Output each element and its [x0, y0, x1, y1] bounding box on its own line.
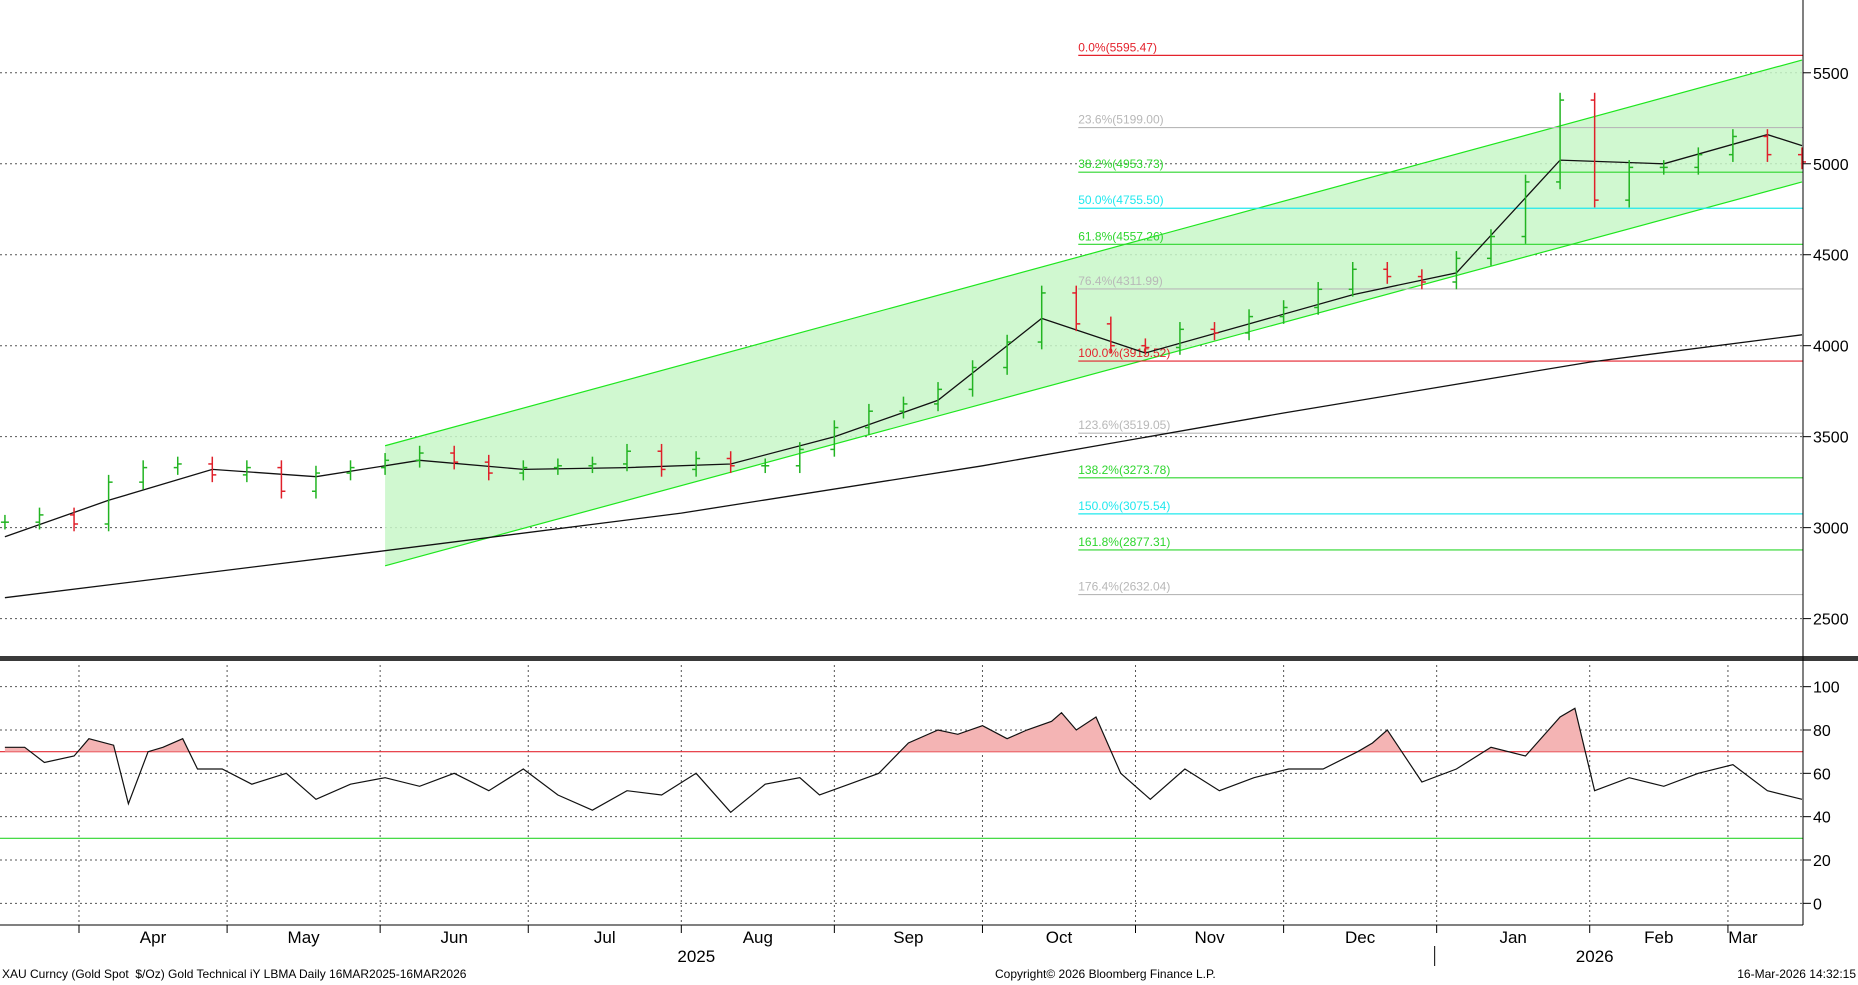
fib-level-label: 50.0%(4755.50)	[1078, 193, 1163, 207]
price-tick-label: 4500	[1813, 248, 1849, 265]
grid	[0, 72, 1803, 925]
trend-channel	[384, 59, 1803, 567]
rsi-tick-label: 60	[1813, 766, 1831, 783]
month-label: Feb	[1644, 928, 1673, 947]
price-tick-label: 4000	[1813, 339, 1849, 356]
price-tick-label: 3000	[1813, 521, 1849, 538]
fib-level-label: 23.6%(5199.00)	[1078, 113, 1163, 127]
price-tick-label: 5500	[1813, 66, 1849, 83]
month-label: Sep	[893, 928, 923, 947]
rsi-overbought-fill	[4, 708, 1586, 752]
fib-level-label: 100.0%(3915.52)	[1078, 346, 1170, 360]
month-label: Mar	[1728, 928, 1758, 947]
channel-lower-line	[384, 181, 1803, 567]
panel-divider	[0, 656, 1858, 661]
chart-background	[0, 656, 1858, 661]
price-bars	[0, 92, 1806, 532]
fib-level-label: 150.0%(3075.54)	[1078, 499, 1170, 513]
price-tick-label: 5000	[1813, 157, 1849, 174]
month-label: Nov	[1194, 928, 1225, 947]
channel-fill	[385, 60, 1802, 566]
month-label: Oct	[1046, 928, 1073, 947]
fib-level-label: 61.8%(4557.26)	[1078, 229, 1163, 243]
price-tick-label: 3500	[1813, 430, 1849, 447]
fib-level-label: 123.6%(3519.05)	[1078, 418, 1170, 432]
year-label: 2026	[1576, 947, 1614, 966]
month-label: Aug	[743, 928, 773, 947]
month-label: Jan	[1499, 928, 1526, 947]
fib-level-label: 138.2%(3273.78)	[1078, 463, 1170, 477]
footer-timestamp: 16-Mar-2026 14:32:15	[1737, 967, 1856, 981]
fib-level-label: 38.2%(4953.73)	[1078, 157, 1163, 171]
channel-upper-line	[384, 59, 1803, 447]
price-tick-label: 2500	[1813, 612, 1849, 629]
month-label: Jul	[594, 928, 616, 947]
footer-security-description: XAU Curncy (Gold Spot $/Oz) Gold Technic…	[2, 967, 467, 981]
fib-level-label: 0.0%(5595.47)	[1078, 40, 1157, 54]
month-label: Apr	[140, 928, 167, 947]
month-label: May	[288, 928, 321, 947]
long-moving-average-line	[4, 334, 1803, 599]
rsi-tick-label: 20	[1813, 853, 1831, 870]
month-label: Dec	[1345, 928, 1376, 947]
footer-copyright: Copyright© 2026 Bloomberg Finance L.P.	[995, 967, 1216, 981]
rsi-tick-label: 0	[1813, 896, 1822, 913]
year-label: 2025	[677, 947, 715, 966]
axes: 2500 3000 3500 4000 4500 5000 5500 0 20 40 60 80 100…	[0, 0, 1849, 966]
rsi-tick-label: 80	[1813, 723, 1831, 740]
fib-level-label: 176.4%(2632.04)	[1078, 580, 1170, 594]
month-label: Jun	[440, 928, 467, 947]
fib-level-label: 161.8%(2877.31)	[1078, 535, 1170, 549]
fibonacci-levels: 0.0%(5595.47) 23.6%(5199.00) 38.2%(4953.73…	[1078, 40, 1803, 596]
rsi-tick-label: 100	[1813, 680, 1840, 697]
rsi-line	[4, 707, 1803, 814]
fib-level-label: 76.4%(4311.99)	[1078, 274, 1163, 288]
rsi-tick-label: 40	[1813, 810, 1831, 827]
rsi-panel	[0, 707, 1803, 839]
